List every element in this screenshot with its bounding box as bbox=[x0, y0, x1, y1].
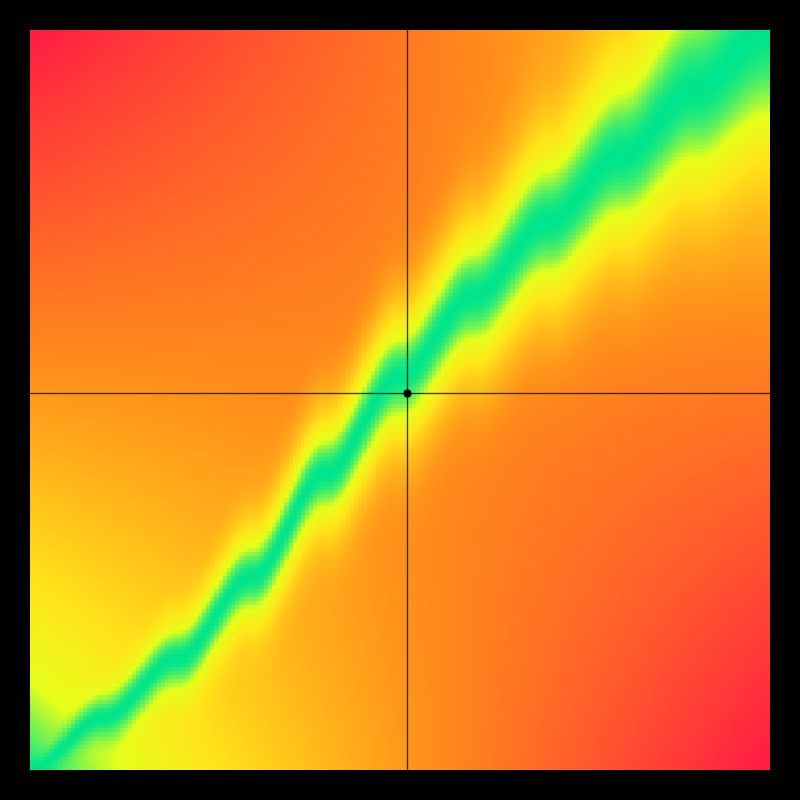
watermark-text: TheBottleneck.com bbox=[547, 6, 768, 34]
crosshair-overlay bbox=[30, 30, 770, 770]
heatmap-plot bbox=[30, 30, 770, 770]
chart-frame: TheBottleneck.com bbox=[0, 0, 800, 800]
